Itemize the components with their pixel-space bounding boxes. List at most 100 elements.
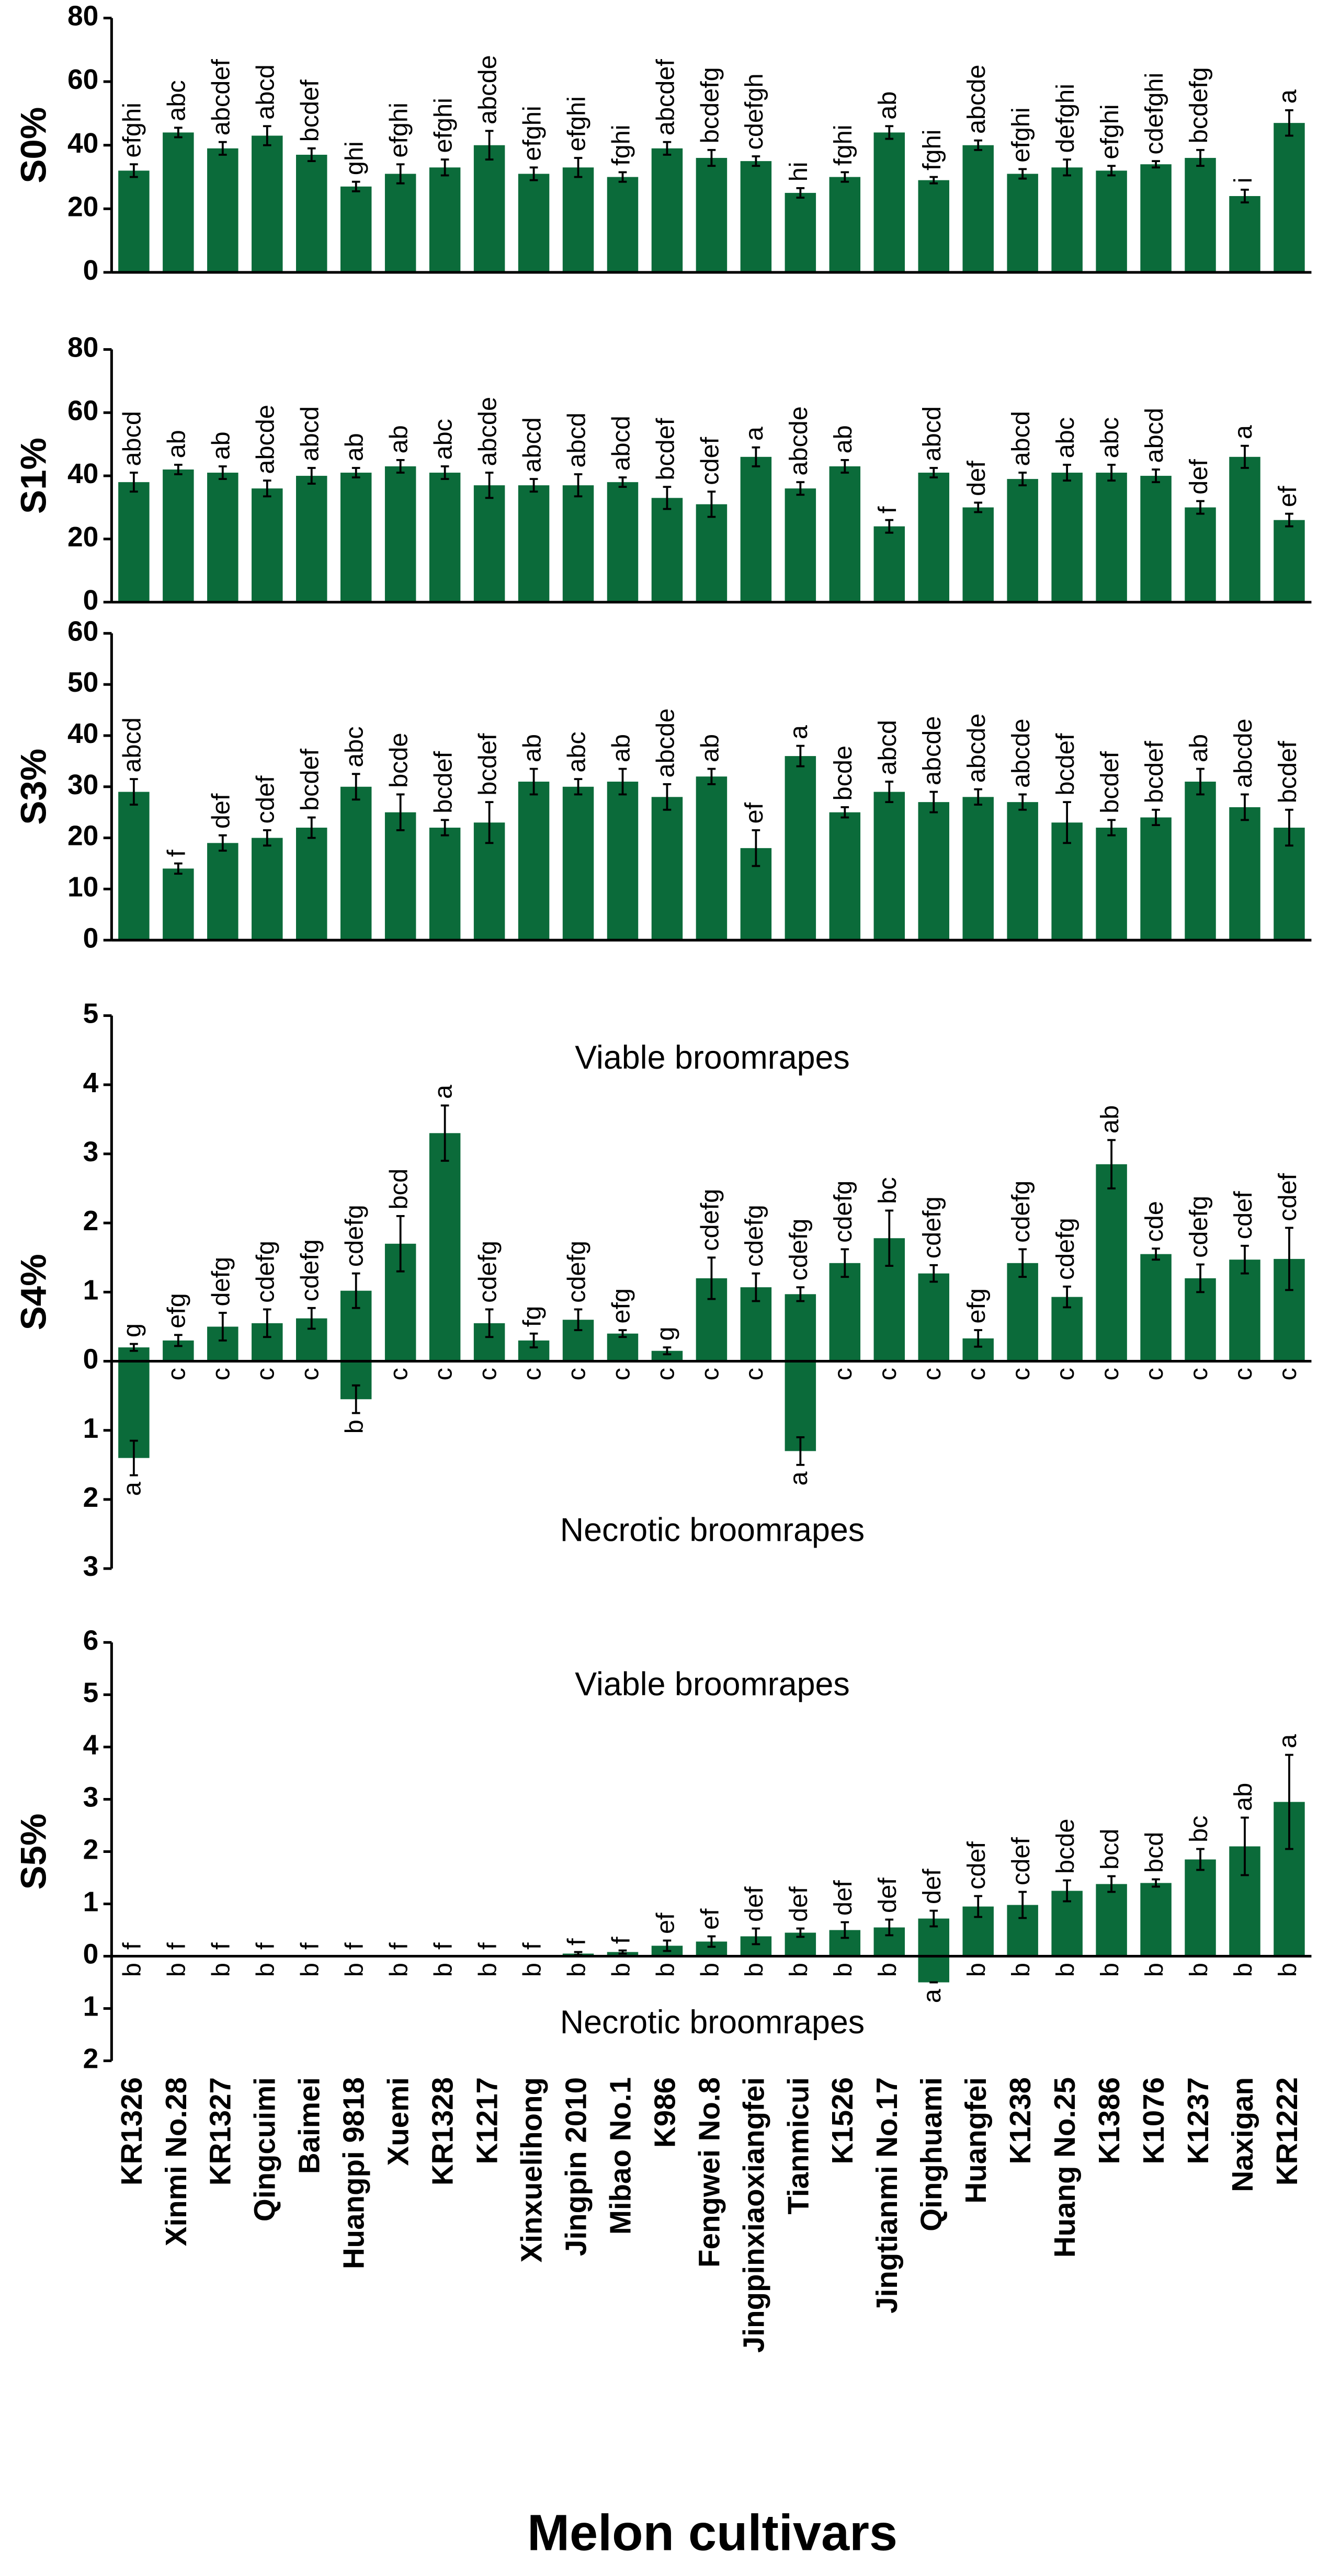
annotation: Necrotic broomrapes — [560, 2004, 865, 2041]
significance-letter: bcd — [1140, 1832, 1168, 1873]
significance-letter: b — [1051, 1963, 1080, 1977]
x-tick-label: KR1222 — [1270, 2077, 1303, 2185]
significance-letter: abc — [340, 726, 369, 767]
bar — [1185, 1859, 1216, 1956]
significance-letter: b — [740, 1963, 768, 1977]
significance-letter: c — [607, 1368, 635, 1380]
x-tick-label: Xinxuelihong — [515, 2077, 548, 2263]
significance-letter: a — [429, 1084, 457, 1099]
bar — [163, 469, 194, 602]
bar — [1140, 164, 1172, 272]
bar — [785, 488, 816, 602]
significance-letter: abcde — [785, 406, 813, 475]
significance-letter: a — [1274, 1734, 1302, 1748]
significance-letter: efghi — [1096, 104, 1124, 159]
significance-letter: b — [651, 1963, 679, 1977]
y-tick-label: 3 — [83, 1137, 99, 1167]
significance-letter: ab — [207, 431, 235, 460]
bar — [829, 1263, 861, 1361]
bar — [651, 1350, 683, 1361]
significance-letter: ab — [696, 734, 724, 762]
y-axis-label: S3% — [13, 749, 53, 825]
significance-letter: def — [1185, 459, 1213, 495]
significance-letter: cdef — [696, 437, 724, 485]
bar — [1229, 456, 1260, 602]
bar — [518, 485, 550, 602]
significance-letter: cdefg — [473, 1241, 502, 1303]
significance-letter: cdefg — [1185, 1196, 1213, 1258]
significance-letter: efghi — [118, 102, 146, 157]
significance-letter: bcdef — [1096, 751, 1124, 813]
significance-letter: f — [163, 1942, 191, 1950]
bar — [296, 154, 327, 272]
significance-letter: b — [1185, 1963, 1213, 1977]
significance-letter: b — [252, 1963, 280, 1977]
bar — [252, 135, 283, 272]
bar — [384, 812, 416, 941]
significance-letter: ab — [385, 425, 413, 453]
x-tick-label: K1217 — [471, 2077, 504, 2164]
significance-letter: i — [1229, 177, 1257, 183]
significance-letter: cdef — [1229, 1191, 1257, 1239]
bar — [873, 132, 905, 272]
significance-letter: c — [562, 1368, 590, 1380]
significance-letter: efg — [607, 1288, 635, 1324]
significance-letter: a — [118, 1481, 146, 1496]
significance-letter: b — [118, 1963, 146, 1977]
significance-letter: b — [1007, 1963, 1035, 1977]
y-tick-label: 20 — [67, 191, 98, 222]
significance-letter: c — [873, 1368, 902, 1380]
significance-letter: b — [163, 1963, 191, 1977]
significance-letter: abcd — [296, 406, 324, 461]
bar — [252, 838, 283, 941]
bar — [873, 526, 905, 602]
significance-letter: bcdef — [1274, 741, 1302, 803]
significance-letter: abcde — [473, 397, 502, 466]
bar — [1096, 1164, 1127, 1361]
significance-letter: ghi — [340, 141, 369, 175]
significance-letter: a — [740, 426, 768, 441]
x-tick-label: Tianmicui — [781, 2077, 814, 2215]
bar — [1229, 196, 1260, 272]
y-tick-label: 40 — [67, 459, 98, 489]
significance-letter: ab — [873, 91, 902, 120]
significance-letter: c — [385, 1368, 413, 1380]
significance-letter: a — [785, 725, 813, 739]
significance-letter: fghi — [918, 130, 946, 170]
significance-letter: ef — [651, 1913, 679, 1934]
significance-letter: f — [340, 1942, 369, 1950]
bar — [118, 170, 150, 272]
bar — [429, 1133, 461, 1361]
significance-letter: cdef — [252, 775, 280, 823]
annotation: Viable broomrapes — [575, 1666, 850, 1703]
significance-letter: abcd — [518, 417, 546, 472]
significance-letter: abc — [163, 80, 191, 121]
y-tick-label: 40 — [67, 128, 98, 159]
annotation: Viable broomrapes — [575, 1039, 850, 1076]
significance-letter: cdefg — [252, 1241, 280, 1303]
x-tick-label: Qinghuami — [915, 2077, 948, 2231]
significance-letter: cdefg — [829, 1181, 857, 1243]
x-tick-label: K1076 — [1137, 2077, 1170, 2164]
bar — [207, 473, 238, 602]
bar — [562, 786, 594, 941]
y-tick-label: 2 — [83, 1206, 99, 1237]
x-tick-label: K986 — [648, 2077, 681, 2148]
significance-letter: efg — [962, 1288, 991, 1324]
x-tick-label: KR1326 — [115, 2077, 148, 2185]
significance-letter: b — [873, 1963, 902, 1977]
significance-letter: abc — [562, 731, 590, 772]
significance-letter: cdefg — [1051, 1218, 1080, 1280]
significance-letter: cdefg — [340, 1205, 369, 1267]
x-tick-label: Xinmi No.28 — [160, 2077, 192, 2246]
significance-letter: b — [1140, 1963, 1168, 1977]
significance-letter: b — [385, 1963, 413, 1977]
significance-letter: efghi — [562, 96, 590, 151]
significance-letter: abcd — [1007, 411, 1035, 466]
y-tick-label: 2 — [83, 1482, 99, 1513]
significance-letter: a — [1274, 89, 1302, 104]
y-tick-label: 5 — [83, 999, 99, 1029]
bar — [518, 781, 550, 941]
